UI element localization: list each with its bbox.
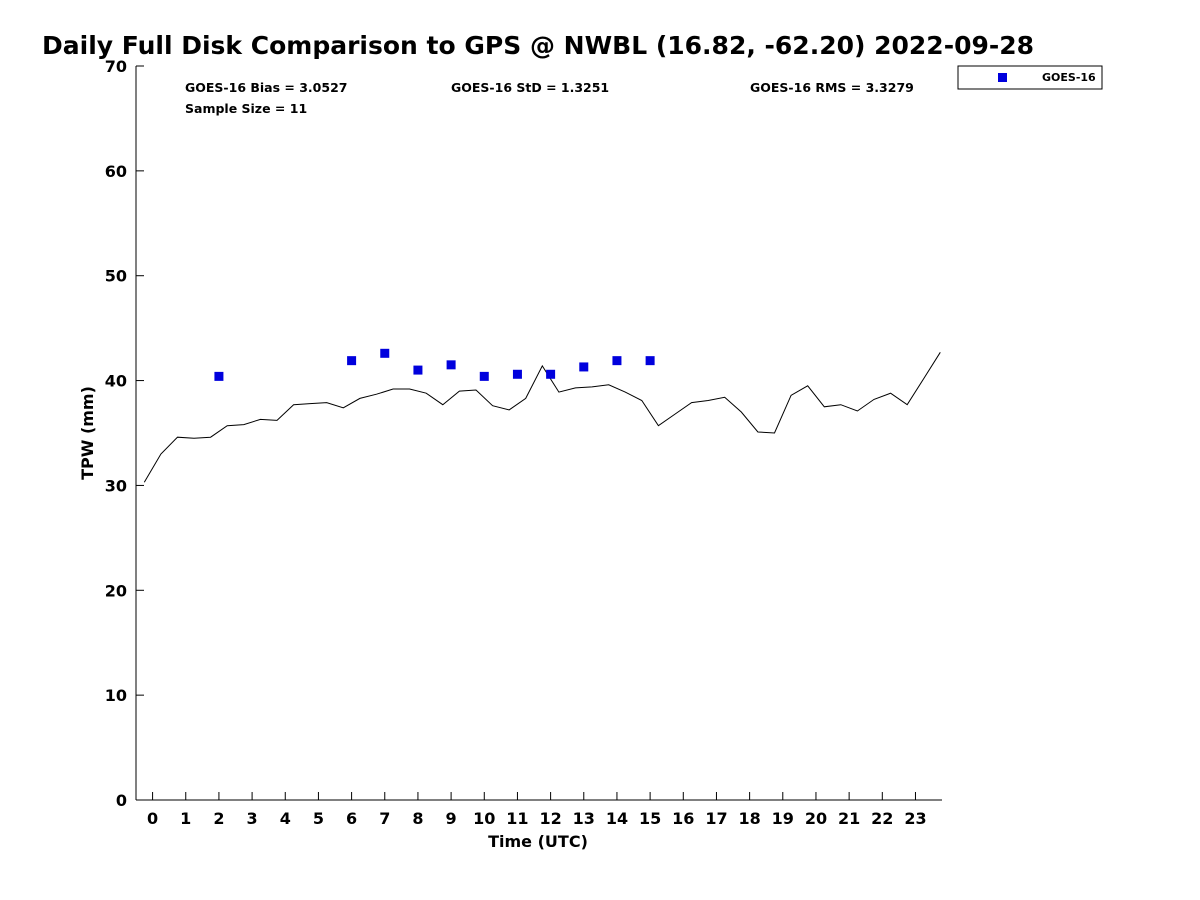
goes16-point	[546, 369, 556, 379]
x-tick-label: 13	[573, 809, 595, 828]
legend-goes16-marker	[998, 73, 1007, 82]
y-tick-label: 60	[105, 162, 127, 181]
x-tick-label: 16	[672, 809, 694, 828]
y-tick-label: 50	[105, 267, 127, 286]
x-tick-label: 23	[904, 809, 926, 828]
x-tick-label: 15	[639, 809, 661, 828]
y-tick-label: 70	[105, 57, 127, 76]
x-tick-label: 14	[606, 809, 628, 828]
y-axis-ticks: 0 10 20 30 40 50 60 70	[105, 57, 144, 810]
goes16-point	[479, 371, 489, 381]
goes16-point	[645, 356, 655, 366]
x-tick-label: 0	[147, 809, 158, 828]
x-tick-label: 4	[280, 809, 291, 828]
legend-goes16-label: GOES-16	[1042, 71, 1096, 84]
sample-size-stat: Sample Size = 11	[185, 101, 307, 116]
bias-stat: GOES-16 Bias = 3.0527	[185, 80, 347, 95]
x-tick-label: 6	[346, 809, 357, 828]
x-tick-label: 3	[247, 809, 258, 828]
goes16-series-points	[214, 348, 655, 381]
x-tick-label: 20	[805, 809, 827, 828]
x-tick-label: 7	[379, 809, 390, 828]
y-tick-label: 40	[105, 372, 127, 391]
x-tick-label: 11	[506, 809, 528, 828]
y-tick-label: 10	[105, 686, 127, 705]
x-tick-label: 10	[473, 809, 495, 828]
goes16-point	[413, 365, 423, 375]
y-axis-label: TPW (mm)	[78, 386, 97, 480]
x-tick-label: 12	[539, 809, 561, 828]
x-tick-label: 19	[772, 809, 794, 828]
goes16-point	[446, 360, 456, 370]
std-stat: GOES-16 StD = 1.3251	[451, 80, 609, 95]
x-tick-label: 5	[313, 809, 324, 828]
x-tick-label: 8	[412, 809, 423, 828]
goes16-point	[579, 362, 589, 372]
x-tick-label: 1	[180, 809, 191, 828]
rms-stat: GOES-16 RMS = 3.3279	[750, 80, 914, 95]
legend-box	[957, 65, 1103, 90]
chart-title: Daily Full Disk Comparison to GPS @ NWBL…	[42, 31, 1034, 60]
goes16-point	[512, 369, 522, 379]
gps-series-line	[143, 352, 941, 483]
y-tick-label: 0	[116, 791, 127, 810]
y-tick-label: 30	[105, 476, 127, 495]
legend: GOES-16	[957, 65, 1103, 90]
x-tick-label: 18	[738, 809, 760, 828]
x-tick-label: 21	[838, 809, 860, 828]
x-tick-label: 2	[213, 809, 224, 828]
y-tick-label: 20	[105, 581, 127, 600]
x-tick-label: 22	[871, 809, 893, 828]
x-axis-ticks: 0 1 2 3 4 5 6 7 8 9 10 11 12 13 14 15 16 17 18 19 20 21 22 23	[147, 792, 927, 828]
x-tick-label: 9	[446, 809, 457, 828]
goes16-point	[214, 371, 224, 381]
goes16-point	[347, 356, 357, 366]
x-axis-label: Time (UTC)	[488, 832, 588, 851]
goes16-point	[380, 348, 390, 358]
goes16-point	[612, 356, 622, 366]
x-tick-label: 17	[705, 809, 727, 828]
